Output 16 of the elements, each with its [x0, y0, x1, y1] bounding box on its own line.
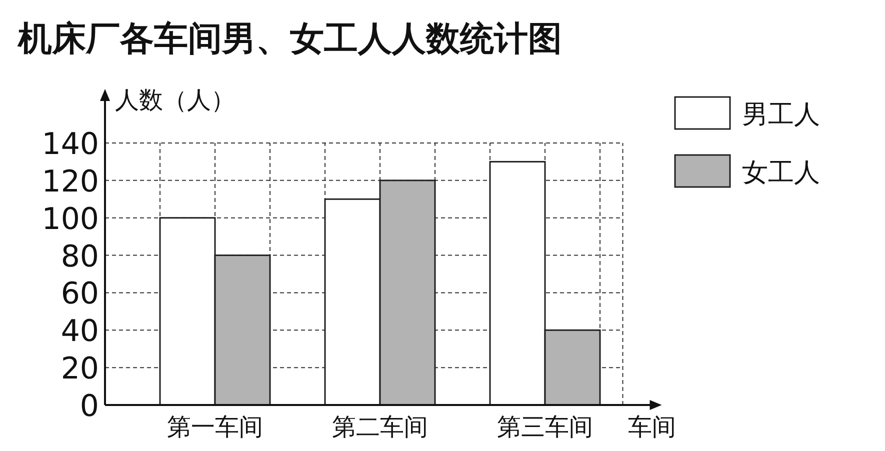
legend-label: 女工人: [742, 158, 820, 188]
y-tick-label: 80: [60, 239, 99, 274]
y-tick-label: 40: [60, 314, 99, 350]
y-axis-title: 人数（人）: [115, 86, 235, 114]
y-tick-label: 0: [80, 389, 99, 424]
legend-label: 男工人: [742, 100, 820, 130]
x-tick-label: 第三车间: [497, 413, 593, 441]
chart-title: 机床厂各车间男、女工人人数统计图: [17, 19, 562, 59]
y-tick-label: 100: [42, 202, 99, 237]
x-tick-label: 第一车间: [167, 413, 263, 441]
x-tick-label: 第二车间: [332, 413, 428, 441]
y-tick-label: 140: [42, 127, 99, 162]
y-tick-label: 60: [60, 276, 99, 312]
y-tick-label: 20: [60, 352, 99, 387]
y-tick-label: 120: [42, 164, 99, 200]
x-axis-title: 车间: [628, 413, 676, 441]
